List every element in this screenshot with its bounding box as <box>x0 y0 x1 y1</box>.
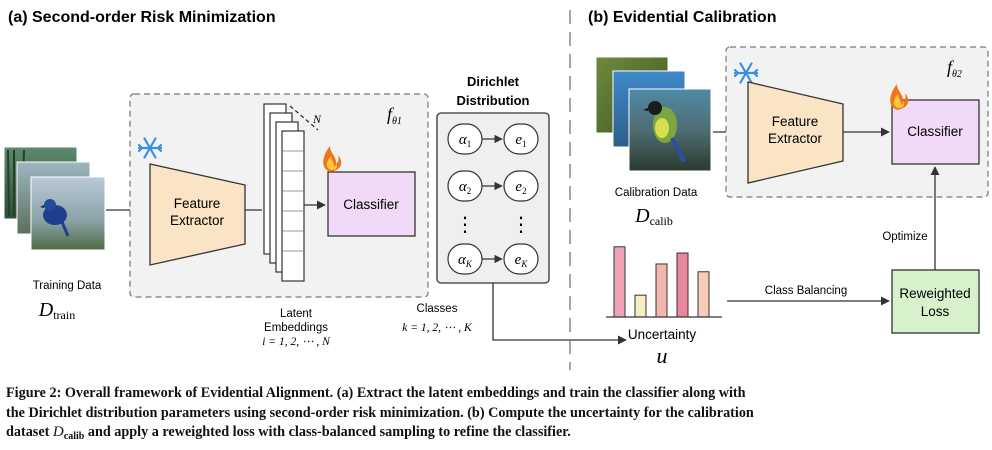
classes-label-line2: k = 1, 2, ⋯ , K <box>402 322 473 334</box>
uncertainty-bar <box>697 271 710 318</box>
uncertainty-bar <box>655 263 668 318</box>
uncertainty-bar <box>634 294 647 318</box>
uncertainty-bar <box>676 252 689 318</box>
arrow-dirichlet-to-uncertainty <box>492 283 627 345</box>
calibration-data-label: Calibration Data <box>615 187 698 199</box>
f-theta1-label: fθ1 <box>387 104 402 127</box>
classifier-a-label: Classifier <box>343 197 399 212</box>
reweighted-loss-box <box>891 269 980 334</box>
svg-text:e1: e1 <box>515 132 526 149</box>
svg-text:α1: α1 <box>459 132 471 149</box>
caption-line-2: the Dirichlet distribution parameters us… <box>6 404 754 421</box>
dirichlet-title-line1: Dirichlet <box>467 74 520 89</box>
panel-a-title: (a) Second-order Risk Minimization <box>8 9 276 26</box>
u-symbol: u <box>657 343 668 368</box>
latent-embeddings-stack <box>263 103 305 282</box>
svg-text:e2: e2 <box>515 179 526 196</box>
fire-icon <box>323 146 342 172</box>
snowflake-icon <box>733 62 759 84</box>
feature-extractor-a-line2: Extractor <box>170 213 225 228</box>
dirichlet-title-line2: Distribution <box>457 93 530 108</box>
classifier-b <box>891 99 980 165</box>
fire-icon <box>890 84 909 110</box>
svg-text:αK: αK <box>458 252 473 269</box>
uncertainty-bar <box>613 246 626 318</box>
svg-text:eK: eK <box>515 252 529 269</box>
snowflake-icon <box>137 137 163 159</box>
latent-label-line2: Embeddings <box>264 322 328 334</box>
d-calib-symbol: Dcalib <box>634 205 673 228</box>
feature-extractor-b-line2: Extractor <box>768 131 823 146</box>
classifier-a <box>327 171 416 237</box>
reweighted-loss-line2: Loss <box>921 304 950 319</box>
classes-label-line1: Classes <box>417 303 458 315</box>
svg-text:α2: α2 <box>459 179 471 196</box>
dirichlet-row-1: α1 e1 <box>447 123 539 155</box>
reweighted-loss-line1: Reweighted <box>899 286 970 301</box>
latent-label-line1: Latent <box>280 308 313 320</box>
training-data-label: Training Data <box>33 280 102 292</box>
dirichlet-dots-right: ⋮ <box>511 214 531 236</box>
latent-label-line3: i = 1, 2, ⋯ , N <box>262 336 331 348</box>
feature-extractor-a <box>149 163 246 266</box>
uncertainty-chart <box>613 246 710 318</box>
calibration-images <box>595 56 712 172</box>
class-balancing-label: Class Balancing <box>765 285 847 297</box>
optimize-label: Optimize <box>882 231 927 243</box>
classifier-b-label: Classifier <box>907 124 963 139</box>
dirichlet-row-k: αK eK <box>447 243 539 275</box>
f-theta2-label: fθ2 <box>947 57 962 80</box>
panel-b-title: (b) Evidential Calibration <box>588 9 776 26</box>
training-images <box>3 146 106 251</box>
feature-extractor-b-line1: Feature <box>772 114 819 129</box>
n-label: N <box>312 112 322 126</box>
n-dashed-line <box>289 105 319 131</box>
dirichlet-dots-left: ⋮ <box>455 214 475 236</box>
uncertainty-label: Uncertainty <box>628 327 697 342</box>
dirichlet-row-2: α2 e2 <box>447 170 539 202</box>
feature-extractor-a-line1: Feature <box>174 196 221 211</box>
d-train-symbol: Dtrain <box>38 299 75 322</box>
caption-line-3: dataset Dcalib and apply a reweighted lo… <box>6 424 571 442</box>
caption-line-1: Figure 2: Overall framework of Evidentia… <box>6 385 746 401</box>
figure-caption: Figure 2: Overall framework of Evidentia… <box>6 384 988 447</box>
feature-extractor-b <box>747 81 844 184</box>
diagram-canvas: (a) Second-order Risk Minimization Train… <box>3 9 989 370</box>
